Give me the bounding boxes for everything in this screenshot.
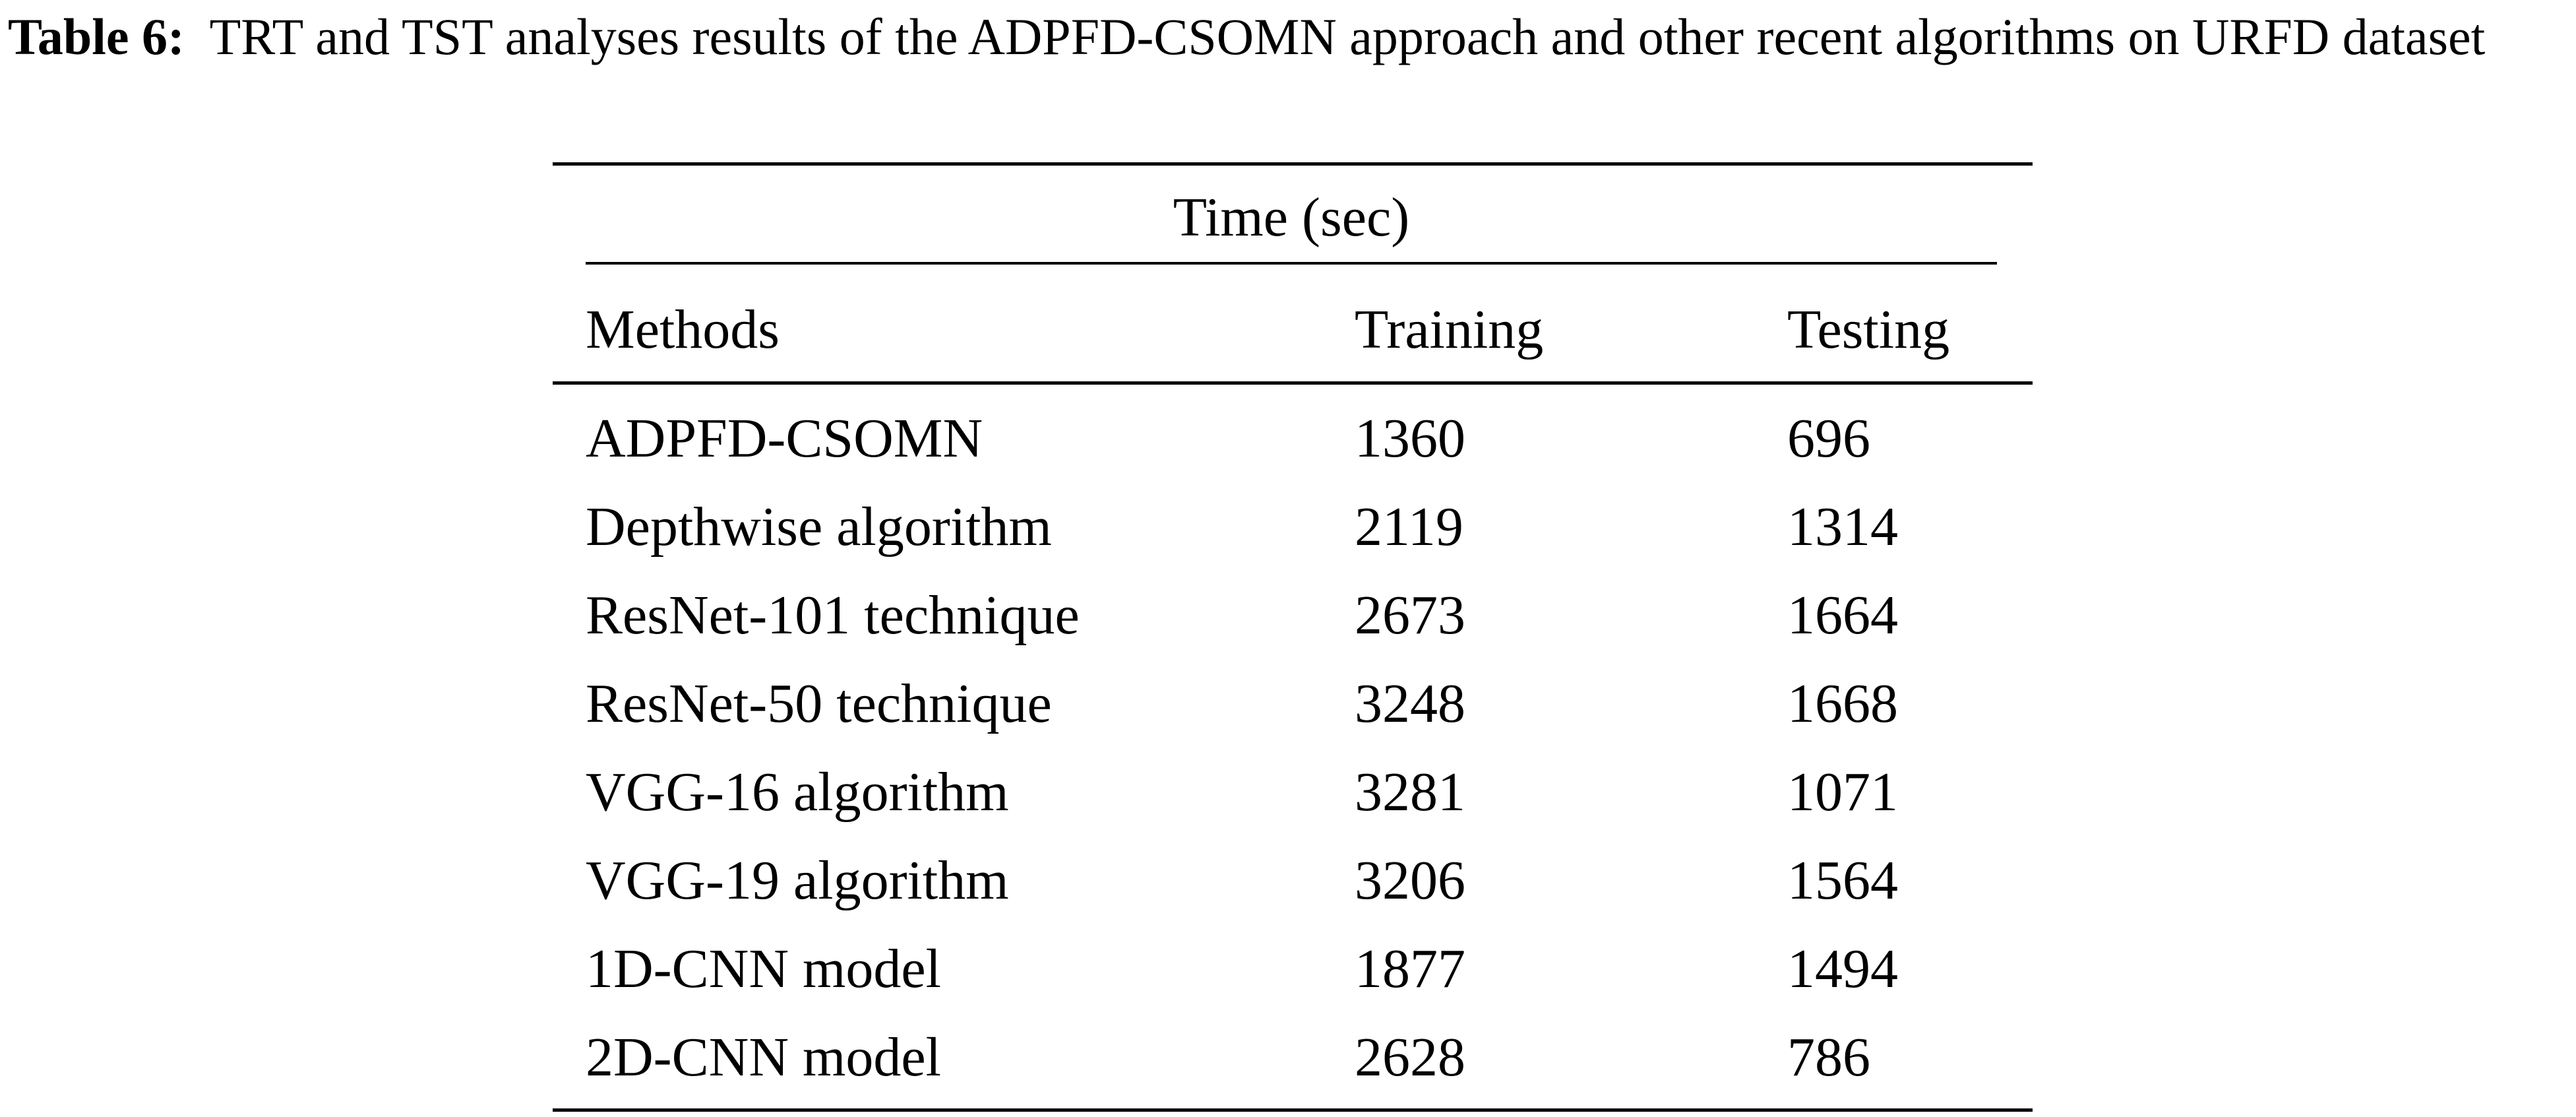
row-testing-cell: 786: [1787, 1027, 1870, 1088]
row-training-cell: 1360: [1355, 408, 1465, 469]
row-method-cell: 1D-CNN model: [586, 938, 941, 1000]
row-testing-cell: 696: [1787, 408, 1870, 469]
row-training-cell: 3206: [1355, 850, 1465, 911]
row-testing-cell: 1071: [1787, 761, 1898, 823]
column-header-methods: Methods: [586, 299, 780, 360]
row-training-cell: 2628: [1355, 1027, 1465, 1088]
table-top-rule: [553, 162, 2033, 166]
row-training-cell: 2673: [1355, 585, 1465, 646]
row-training-cell: 2119: [1355, 496, 1463, 558]
row-testing-cell: 1494: [1787, 938, 1898, 1000]
column-header-testing: Testing: [1787, 299, 1950, 360]
row-testing-cell: 1564: [1787, 850, 1898, 911]
time-group-header: Time (sec): [1173, 187, 1410, 248]
table-bottom-rule: [553, 1108, 2033, 1112]
table-caption: Table 6: TRT and TST analyses results of…: [8, 8, 2567, 66]
table-caption-label: Table 6:: [8, 8, 185, 65]
row-training-cell: 1877: [1355, 938, 1465, 1000]
row-method-cell: Depthwise algorithm: [586, 496, 1052, 558]
row-testing-cell: 1664: [1787, 585, 1898, 646]
group-header-rule: [586, 262, 1997, 265]
row-method-cell: ResNet-101 technique: [586, 585, 1080, 646]
column-header-training: Training: [1355, 299, 1544, 360]
header-bottom-rule: [553, 381, 2033, 385]
row-training-cell: 3281: [1355, 761, 1465, 823]
row-method-cell: 2D-CNN model: [586, 1027, 941, 1088]
row-method-cell: ResNet-50 technique: [586, 673, 1052, 734]
row-method-cell: VGG-19 algorithm: [586, 850, 1009, 911]
row-testing-cell: 1668: [1787, 673, 1898, 734]
table-caption-text: TRT and TST analyses results of the ADPF…: [209, 8, 2486, 65]
row-training-cell: 3248: [1355, 673, 1465, 734]
row-method-cell: ADPFD-CSOMN: [586, 408, 983, 469]
row-testing-cell: 1314: [1787, 496, 1898, 558]
row-method-cell: VGG-16 algorithm: [586, 761, 1009, 823]
